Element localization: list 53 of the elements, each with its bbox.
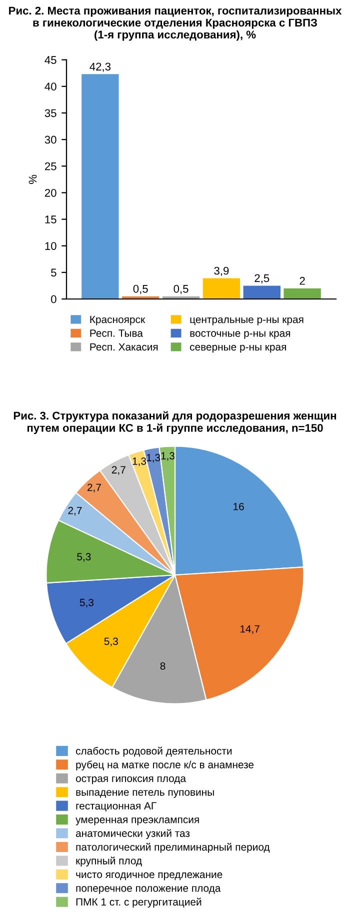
legend-label: анатомически узкий таз [76,829,190,840]
data-label: 42,3 [90,62,111,72]
legend-label: выпадение петель пуповины [76,790,214,798]
data-label: 1,3 [132,457,146,466]
legend-label: Респ. Хакасия [90,343,158,351]
data-label: 1,3 [161,452,175,461]
y-tick-label: 10 [45,242,56,250]
bar [202,278,240,299]
legend-label: поперечное положение плода [76,886,221,894]
bar [243,286,280,299]
y-tick-label: 20 [44,188,56,197]
chart-title: Рис. 3. Структура показаний для родоразрешения женщин путем операции КС в 1-й группе исследования, n=150 [14,411,336,434]
legend-label: восточные р-ны края [190,331,290,339]
legend-label: умеренная преэклампсия [76,818,199,826]
data-label: 2,7 [112,466,126,475]
y-tick-label: 35 [44,109,56,118]
data-label: 14,7 [240,625,260,634]
bar [82,74,119,299]
legend-label: патологический прелиминарный период [76,842,270,853]
data-label: 5,3 [80,598,94,608]
legend-label: Респ. Тыва [90,330,143,337]
data-label: 2 [300,276,305,285]
chart-title: Рис. 2. Места проживания пациенток, госпитализированных в гинекологические отделения Красноярска с ГВПЗ (1-я группа исследования), % [9,6,342,41]
legend-label: рубец на матке после к/с в анамнезе [76,760,254,770]
data-label: 1,3 [146,454,160,463]
y-tick-label: 0 [51,295,56,304]
y-tick-label: 40 [44,82,56,91]
bar [284,288,321,299]
y-tick-label: 15 [45,216,56,224]
data-label: 8 [160,662,166,670]
legend-label: чисто ягодичное предлежание [76,872,222,880]
y-tick-label: 25 [44,162,56,170]
data-label: 16 [234,502,244,510]
y-tick-label: 45 [44,56,56,64]
data-label: 0,5 [133,284,148,294]
data-label: 5,3 [77,553,91,562]
data-label: 3,9 [214,266,229,276]
legend-label: острая гипоксия плода [76,776,186,784]
data-label: 2,7 [88,484,101,492]
legend-label: северные р-ны края [190,344,286,353]
y-tick-label: 30 [44,136,56,144]
y-axis-title: % [28,174,37,184]
legend-label: крупный плод [76,856,142,866]
data-label: 5,3 [104,638,118,646]
legend-label: ПМК 1 ст. с регургитацией [76,898,202,908]
legend-label: Красноярск [90,316,146,326]
data-label: 2,5 [254,274,270,284]
legend-label: слабость родовой деятельности [76,746,232,757]
y-tick-label: 5 [51,268,56,277]
data-label: 0,5 [174,284,188,294]
data-label: 2,7 [68,506,82,516]
legend-label: центральные р-ны края [190,317,304,326]
legend-label: гестационная АГ [76,802,156,812]
